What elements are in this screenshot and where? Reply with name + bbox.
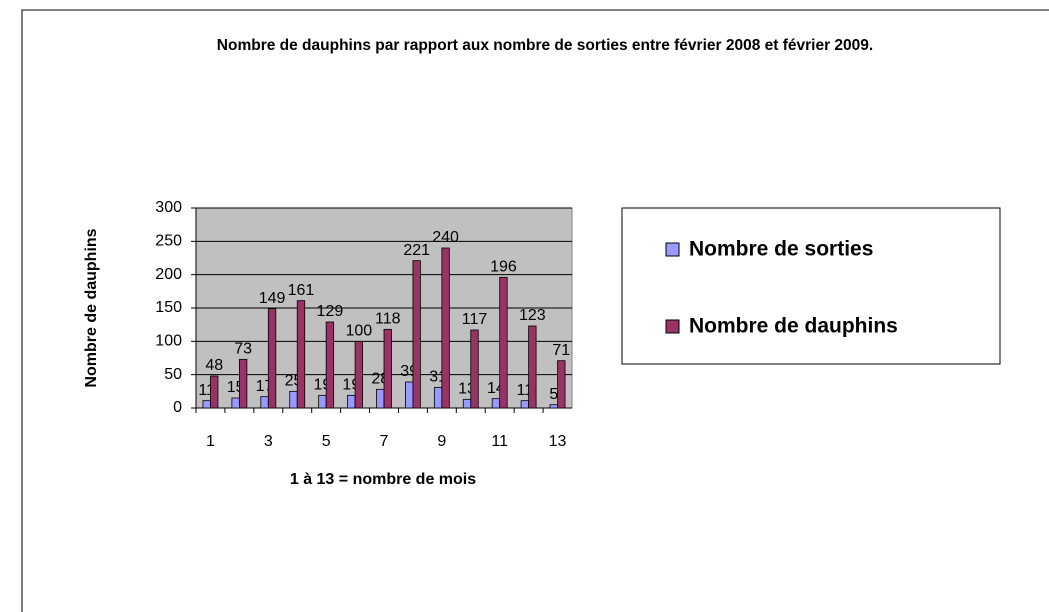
x-tick-label: 11 <box>491 433 508 450</box>
data-label: 149 <box>259 290 286 307</box>
bar <box>557 360 566 409</box>
y-tick-label: 150 <box>155 299 182 316</box>
x-tick-label: 3 <box>264 433 273 450</box>
bar <box>267 308 277 409</box>
y-tick-label: 200 <box>155 266 182 283</box>
bar <box>499 276 508 409</box>
y-tick-label: 250 <box>155 233 182 250</box>
legend-swatch <box>665 319 680 334</box>
data-label: 196 <box>490 259 517 276</box>
y-tick-label: 100 <box>155 333 182 350</box>
legend-label: Nombre de sorties <box>689 238 873 261</box>
data-label: 129 <box>317 303 344 320</box>
chart-border <box>21 9 1049 612</box>
y-tick-label: 300 <box>155 199 182 216</box>
data-label: 48 <box>205 357 223 374</box>
data-label: 221 <box>403 242 430 259</box>
x-tick-label: 13 <box>549 433 567 450</box>
bar <box>470 329 479 409</box>
bar <box>383 328 392 409</box>
bar <box>433 386 443 409</box>
x-tick-label: 5 <box>322 433 331 450</box>
bar <box>520 400 530 409</box>
bar <box>347 394 356 409</box>
chart-title: Nombre de dauphins par rapport aux nombr… <box>216 37 874 54</box>
bar <box>318 394 327 409</box>
data-label: 5 <box>549 386 558 403</box>
bar <box>238 358 248 409</box>
y-tick-label: 0 <box>173 399 182 416</box>
data-label: 240 <box>432 229 459 246</box>
data-label: 117 <box>462 311 488 328</box>
bar <box>325 321 335 409</box>
data-label: 100 <box>345 323 372 340</box>
bar <box>289 390 298 409</box>
bar <box>296 300 306 409</box>
data-label: 71 <box>552 342 570 359</box>
data-label: 118 <box>375 311 401 328</box>
bar <box>376 388 385 409</box>
bar <box>354 340 363 409</box>
data-label: 123 <box>519 307 546 324</box>
data-label: 161 <box>288 282 315 299</box>
x-tick-label: 9 <box>437 433 446 450</box>
bar <box>441 247 450 409</box>
y-tick-label: 50 <box>164 366 182 383</box>
bar <box>405 381 414 409</box>
y-axis-label: Nombre de dauphins <box>83 228 100 387</box>
x-tick-label: 1 <box>206 433 215 450</box>
x-axis-label: 1 à 13 = nombre de mois <box>290 471 476 488</box>
bar <box>528 325 537 409</box>
bar <box>210 375 219 409</box>
bar <box>491 398 501 409</box>
bar <box>412 260 421 409</box>
legend-swatch <box>665 242 680 257</box>
bar <box>260 396 269 409</box>
bar <box>549 404 558 409</box>
legend-label: Nombre de dauphins <box>689 315 898 338</box>
data-label: 73 <box>234 341 252 358</box>
x-tick-label: 7 <box>380 433 389 450</box>
legend-box <box>621 207 1001 365</box>
bar <box>462 398 472 409</box>
bar <box>231 397 240 409</box>
bar <box>202 400 211 409</box>
